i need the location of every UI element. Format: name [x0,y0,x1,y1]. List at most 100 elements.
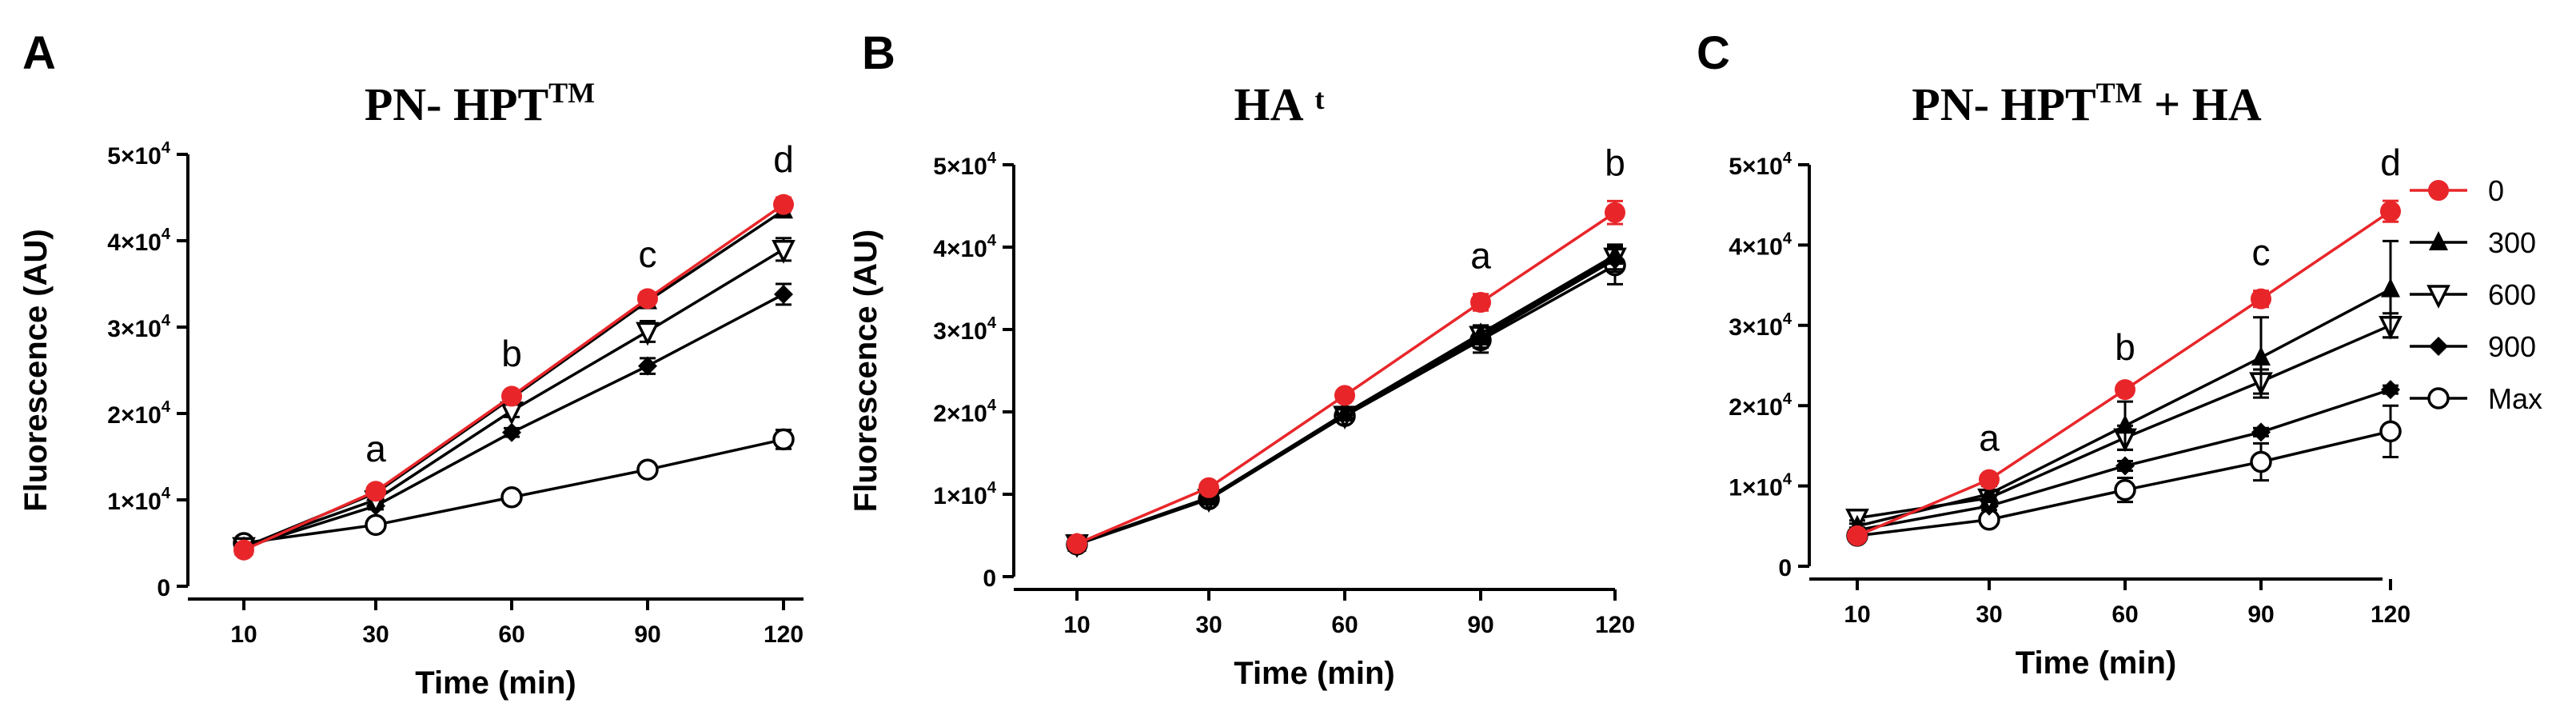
data-point [501,385,522,407]
chart-title-superscript: TM [548,77,595,109]
legend-item-300: 300 [2410,226,2536,259]
data-point [365,481,386,502]
y-tick-label: 0 [1778,555,1792,581]
y-tick-label: 0 [983,565,996,592]
data-point [636,322,660,346]
series-0 [233,194,794,561]
chart-panel-c: C PN- HPTTM + HA 0 1×104 2×104 3×104 4×104 5×10… [1697,27,2542,681]
data-point [1847,525,1868,546]
series-0 [1847,199,2401,546]
data-point [638,356,657,376]
data-point [1980,482,1999,502]
data-point [1335,402,1354,422]
x-tick-label: 120 [2371,601,2411,628]
legend-marker [2429,231,2448,250]
data-point [1979,469,2000,490]
legend-label: Max [2488,382,2542,415]
data-point [1470,292,1491,314]
legend-item-0: 0 [2410,174,2504,207]
chart-title-main: PN- HPT [365,78,548,130]
chart-title-main: PN- HPT [1912,78,2095,130]
data-point [233,539,254,561]
data-point [1334,385,1355,406]
chart-title-suffix: t [1315,83,1325,115]
chart-title-suffix: + HA [2143,78,2262,130]
data-point [2380,201,2401,222]
legend-marker [2429,337,2448,356]
y-tick-label: 5×104 [107,139,171,170]
data-point [1067,533,1087,554]
chart-title-main: HA [1234,78,1304,130]
legend-item-max: Max [2410,382,2542,415]
panel-letter: B [862,27,895,79]
data-point [1605,202,1625,223]
y-tick-label: 5×104 [933,150,997,180]
data-point [2115,414,2135,434]
panel-letter: C [1697,27,1730,79]
data-point [1605,244,1625,264]
significance-letter: b [1605,142,1625,183]
y-axis-label: Fluorescence (AU) [18,229,54,511]
data-point [2251,346,2271,365]
y-tick-label: 2×104 [107,398,171,429]
y-tick-label: 4×104 [107,226,171,256]
data-point [2379,420,2402,443]
y-tick-label: 2×104 [933,397,997,427]
y-tick-label: 1×104 [1729,471,1792,501]
panel-letter: A [22,27,56,79]
chart-title: HA t [1234,78,1325,130]
data-point [772,428,795,451]
x-tick-label: 30 [1976,601,2002,628]
x-tick-label: 60 [1331,612,1358,638]
chart-title-superscript: TM [2096,77,2143,109]
significance-letter: a [1979,417,2000,459]
significance-letter: d [773,138,794,180]
significance-letter: b [2115,326,2135,368]
x-axis-label: Time (min) [2016,645,2177,681]
data-point [502,422,521,442]
x-tick-label: 10 [1844,601,1870,628]
x-tick-label: 60 [498,621,524,648]
legend-label: 0 [2488,174,2504,207]
series-0 [1067,199,1625,554]
chart-panel-b: B HA t 0 1×104 2×104 3×104 4×104 5×104 10 30 60 90 12… [848,27,1635,691]
data-point [2115,379,2135,401]
x-tick-label: 120 [764,621,804,648]
data-point [2251,422,2271,442]
series-max [233,428,795,554]
y-tick-label: 3×104 [1729,310,1792,341]
significance-letter: a [1470,235,1491,277]
x-tick-label: 10 [1063,612,1090,638]
x-tick-label: 60 [2111,601,2138,628]
legend-label: 900 [2488,330,2536,363]
legend: 0 300 600 900 Max [2410,174,2542,415]
y-tick-label: 5×104 [1729,150,1792,180]
legend-label: 300 [2488,226,2536,259]
significance-letter: a [365,428,386,469]
legend-marker [2427,387,2450,409]
data-point [365,513,387,537]
data-point [772,240,796,264]
x-tick-label: 90 [2247,601,2274,628]
x-axis-label: Time (min) [1234,656,1395,691]
data-point [636,458,659,481]
legend-marker [2426,285,2450,309]
x-tick-label: 90 [1467,612,1493,638]
significance-letter: c [639,234,657,275]
significance-letter: d [2380,142,2401,183]
series-line [1076,211,1616,545]
legend-label: 600 [2488,278,2536,311]
data-point [2381,380,2400,400]
y-tick-label: 3×104 [107,312,171,342]
significance-letter: c [2252,232,2271,274]
y-axis-label: Fluorescence (AU) [848,230,883,512]
data-point [1198,477,1219,498]
data-point [2114,478,2136,501]
y-tick-label: 4×104 [1729,230,1792,260]
data-point [773,194,794,215]
legend-marker [2428,180,2449,201]
data-point [1471,322,1490,342]
y-tick-label: 3×104 [933,314,997,345]
x-axis-label: Time (min) [415,665,576,701]
